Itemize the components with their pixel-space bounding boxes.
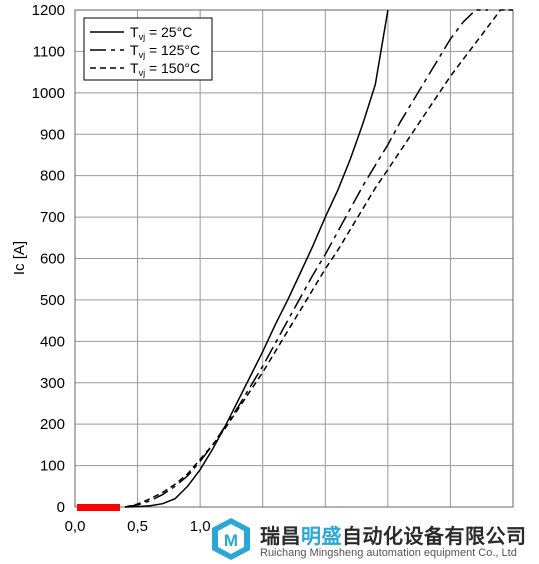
legend-entry: Tvj = 125°C	[130, 42, 200, 60]
red-baseline-marker	[77, 504, 121, 511]
y-tick-label: 1000	[32, 85, 65, 102]
company-name-chinese: 瑞昌明盛自动化设备有限公司	[260, 520, 527, 549]
x-tick-label: 0,5	[127, 518, 148, 535]
y-tick-label: 700	[40, 209, 65, 226]
plot-frame	[74, 9, 514, 508]
company-name-part-2: 明盛	[301, 524, 342, 548]
company-name-english: Ruichang Mingsheng automation equipment …	[260, 547, 517, 559]
legend-entry: Tvj = 150°C	[130, 60, 200, 78]
y-tick-label: 600	[40, 251, 65, 268]
chart-grid	[74, 9, 514, 508]
y-tick-label: 1100	[33, 43, 65, 60]
company-watermark: M 瑞昌明盛自动化设备有限公司 Ruichang Mingsheng autom…	[205, 514, 539, 564]
series-line	[124, 9, 488, 508]
y-tick-label: 800	[40, 168, 65, 185]
y-tick-label: 400	[40, 333, 65, 350]
y-tick-label: 300	[40, 375, 65, 392]
y-tick-label: 200	[40, 416, 65, 433]
legend-box	[83, 17, 213, 81]
legend-entry: Tvj = 25°C	[130, 24, 192, 42]
y-tick-labels: 0 100 200 300 400 500 600 700 800 900 1000 1100 1200	[32, 2, 65, 516]
y-axis-label: Ic [A]	[11, 241, 28, 275]
y-tick-label: 500	[40, 292, 65, 309]
x-tick-label: 0,0	[65, 518, 86, 535]
y-tick-label: 1200	[32, 2, 65, 19]
y-tick-label: 0	[57, 499, 65, 516]
y-tick-label: 900	[40, 126, 65, 143]
chart-series	[124, 9, 513, 508]
series-line	[124, 9, 513, 508]
company-name-part-1: 瑞昌	[260, 524, 301, 548]
y-tick-label: 100	[40, 458, 65, 475]
series-line	[125, 9, 389, 508]
company-name-part-3: 自动化设备有限公司	[342, 524, 527, 548]
company-logo-icon: M	[212, 518, 250, 560]
x-tick-labels: 0,0 0,5 1,0	[65, 518, 211, 535]
svg-text:M: M	[224, 531, 238, 550]
x-tick-label: 1,0	[190, 518, 211, 535]
